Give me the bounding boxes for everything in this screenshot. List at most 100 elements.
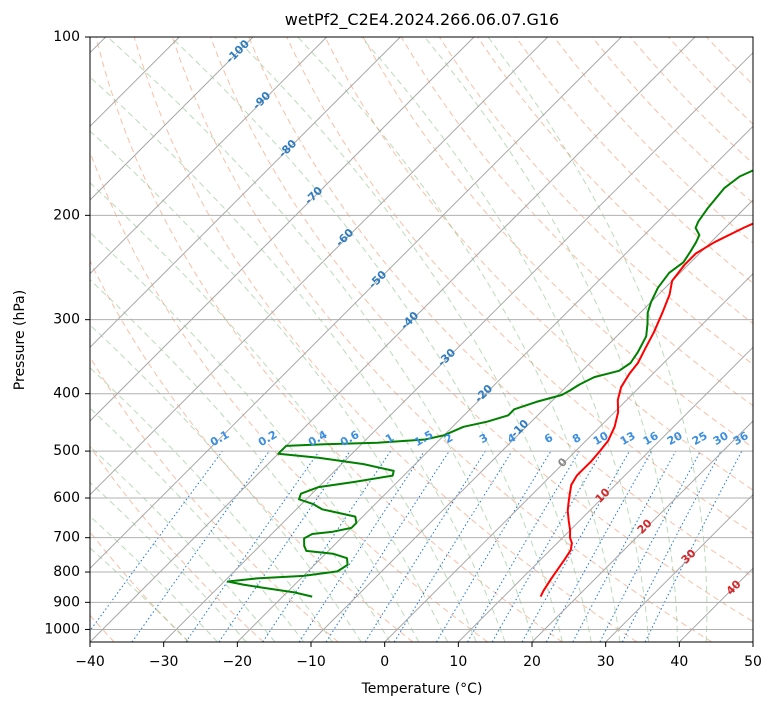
isotherm-gridline: [90, 37, 475, 422]
moist-adiabat: [90, 367, 333, 642]
mixing-ratio-label: 10: [591, 429, 611, 448]
moist-adiabat: [170, 37, 563, 642]
isotherm-gridline: [752, 641, 753, 642]
mixing-ratio-label: 30: [711, 429, 731, 448]
dry-adiabat: [706, 37, 753, 86]
chart-title: wetPf2_C2E4.2024.266.06.07.G16: [285, 10, 559, 30]
y-tick-label: 500: [53, 443, 80, 459]
moist-adiabat-label: 10: [593, 485, 613, 505]
mixing-ratio-label: 1: [383, 431, 396, 446]
temperature-profile-line: [539, 222, 753, 598]
moist-adiabat-label: 20: [635, 516, 655, 536]
isotherm-gridline: [90, 37, 254, 201]
y-tick-label: 700: [53, 530, 80, 546]
isotherm-gridline: [384, 272, 753, 642]
y-tick-label: 200: [53, 207, 80, 223]
dry-adiabats: [90, 37, 753, 642]
dry-adiabat: [171, 37, 712, 642]
mixing-ratio-line: [467, 450, 580, 642]
mixing-ratio-line: [644, 450, 743, 642]
mixing-ratio-line: [393, 450, 513, 642]
y-tick-label: 1000: [44, 621, 80, 637]
dry-adiabat: [90, 150, 488, 642]
moist-adiabat-label: 0: [555, 455, 570, 470]
isotherm-label: -40: [398, 309, 421, 332]
mixing-ratio-label: 0.1: [208, 428, 231, 449]
moist-adiabat: [107, 37, 535, 642]
y-tick-label: 800: [53, 564, 80, 580]
isotherm-label: -80: [276, 137, 299, 160]
isotherm-gridline: [90, 37, 549, 496]
isotherm-label: -30: [435, 346, 458, 369]
dry-adiabat: [286, 37, 753, 534]
x-tick-label: −30: [149, 654, 179, 670]
isotherm-gridline: [310, 199, 753, 642]
y-axis: 100 200 300 400 500 600 700 800 900 1000: [44, 29, 90, 637]
mixing-ratio-label: 8: [570, 431, 583, 446]
x-tick-label: 20: [523, 654, 541, 670]
mixing-ratio-label: 1.5: [412, 428, 435, 449]
mixing-ratio-label: 16: [641, 429, 661, 448]
isotherm-label: -20: [472, 382, 495, 405]
moist-adiabat: [234, 37, 592, 642]
y-tick-label: 400: [53, 386, 80, 402]
dry-adiabat: [553, 37, 753, 244]
moist-adiabat: [90, 407, 305, 642]
x-tick-label: −20: [223, 654, 253, 670]
isotherm-gridline: [236, 125, 753, 642]
moist-adiabat: [297, 37, 621, 642]
mixing-ratio-line: [262, 450, 392, 642]
mixing-ratio-line: [521, 450, 630, 642]
moist-adiabat: [90, 547, 190, 642]
x-tick-label: 50: [744, 654, 762, 670]
x-tick-label: 0: [380, 654, 389, 670]
isotherm-gridline: [90, 37, 328, 275]
isotherm-label: -90: [250, 89, 273, 112]
isotherm-label: -60: [333, 226, 356, 249]
moist-adiabat: [90, 279, 391, 642]
moist-adiabat: [360, 37, 650, 642]
isotherm-grid: [90, 37, 753, 642]
mixing-ratio-line: [218, 450, 351, 642]
x-axis-label: Temperature (°C): [361, 681, 483, 697]
dry-adiabat: [90, 356, 339, 642]
dry-adiabat: [248, 37, 753, 578]
moist-adiabat: [90, 76, 506, 642]
isotherm-gridline: [531, 420, 753, 642]
mixing-ratio-line: [185, 450, 320, 642]
mixing-ratio-line: [599, 450, 701, 642]
isotherm-gridline: [163, 51, 753, 642]
moist-adiabat: [90, 515, 218, 642]
mixing-ratio-label: 2: [442, 431, 455, 446]
mixing-ratio-label: 6: [542, 431, 555, 446]
isotherm-gridline: [90, 37, 696, 642]
moist-adiabat: [90, 231, 420, 642]
isobar-grid: [90, 37, 753, 630]
mixing-ratio-label: 0.4: [306, 428, 330, 449]
dry-adiabat: [133, 37, 638, 642]
dry-adiabat: [90, 531, 190, 642]
y-tick-label: 900: [53, 594, 80, 610]
x-axis: −40 −30 −20 −10 0 10 20 30 40 50: [75, 642, 762, 670]
moist-adiabat: [90, 481, 247, 642]
isotherm-gridline: [457, 346, 753, 642]
dry-adiabat: [90, 445, 264, 642]
sounding-series: [226, 169, 753, 598]
mixing-ratio-label: 13: [618, 429, 638, 448]
mixing-ratio-line: [90, 450, 223, 632]
y-axis-label: Pressure (hPa): [12, 290, 28, 390]
mixing-ratio-line: [325, 450, 450, 642]
moist-adiabat: [90, 445, 276, 642]
mixing-ratio-label: 0.2: [256, 428, 279, 449]
y-tick-label: 300: [53, 312, 80, 328]
mixing-ratio-line: [572, 450, 677, 642]
x-tick-label: −10: [296, 654, 326, 670]
plot-frame: [89, 36, 754, 643]
mixing-ratio-line: [131, 450, 270, 642]
moist-adiabat-label: 30: [679, 546, 699, 566]
y-tick-label: 600: [53, 490, 80, 506]
moist-adiabat: [487, 37, 708, 642]
mixing-ratio-lines: [90, 450, 743, 642]
isotherm-gridline: [90, 37, 622, 570]
